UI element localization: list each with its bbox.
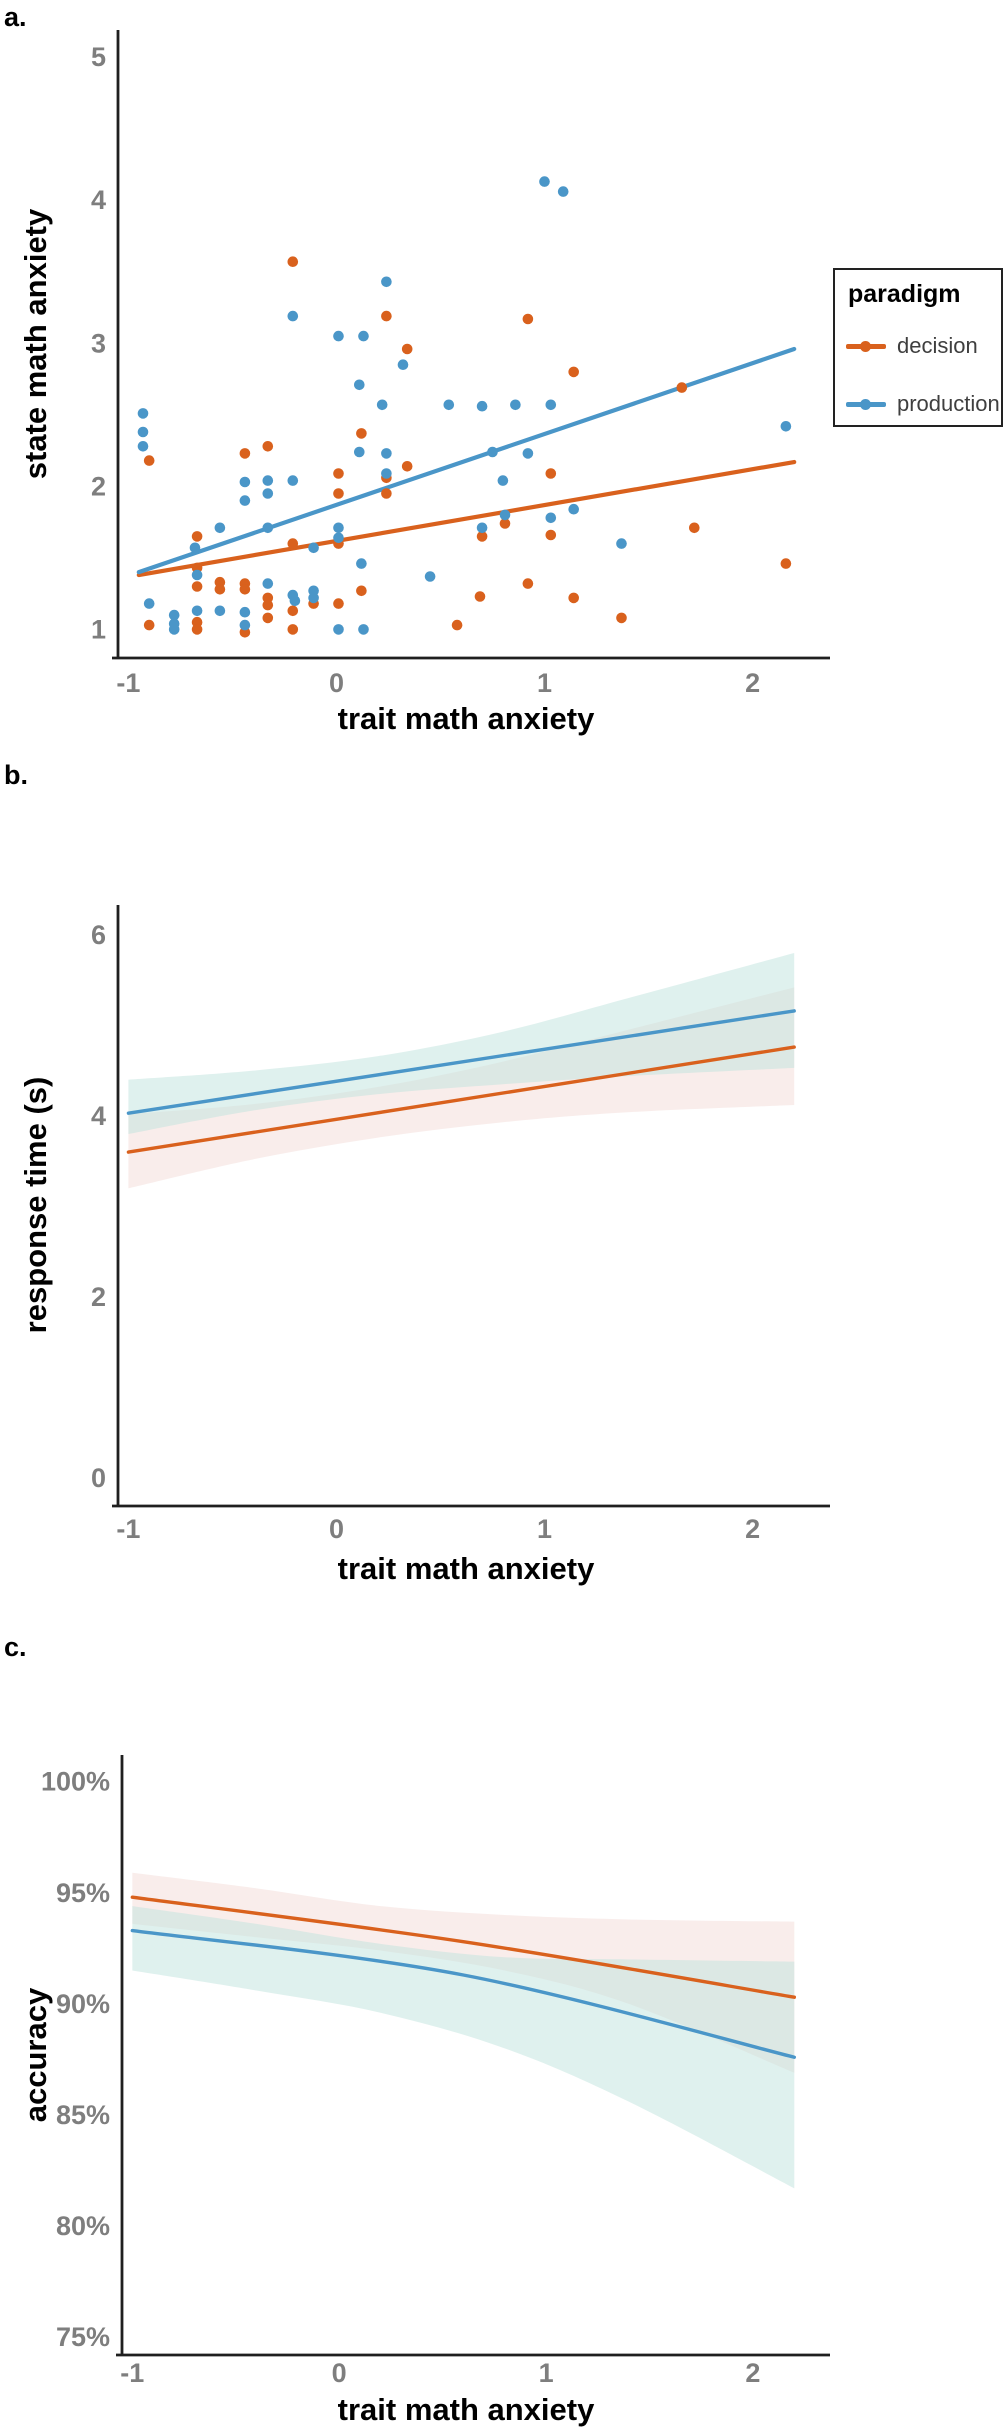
panel-c-x-tick: 0 (332, 2358, 347, 2388)
panel-a-x-tick: 2 (745, 668, 760, 698)
panel-b-y-tick: 2 (91, 1282, 106, 1312)
panel-c-x-axis-title: trait math anxiety (337, 2392, 595, 2427)
panel-c-y-tick: 85% (56, 2100, 110, 2130)
panel-a-y-tick: 3 (91, 328, 106, 358)
panel-b-line-decision (126, 1045, 796, 1154)
panel-b-x-tick: 2 (745, 1514, 760, 1544)
panel-b-line-production (126, 1009, 796, 1115)
panel-b-x-tick: 1 (537, 1514, 552, 1544)
panel-a-tick-labels: -1 0 1 2 1 2 3 4 5 (91, 42, 760, 698)
decision-line-dot-icon (846, 340, 886, 352)
panel-b-y-tick: 4 (91, 1101, 106, 1131)
panel-c-x-tick: 2 (745, 2358, 760, 2388)
panel-b-x-axis-title: trait math anxiety (337, 1551, 595, 1586)
panel-b-x-tick: 0 (329, 1514, 344, 1544)
panel-a-x-tick: -1 (116, 668, 140, 698)
panel-a: -1 0 1 2 1 2 3 4 5 (91, 30, 830, 698)
panel-c-y-axis-title: accuracy (18, 1987, 53, 2123)
panel-c-y-tick: 100% (41, 1767, 110, 1797)
panel-a-x-axis-title: trait math anxiety (337, 701, 595, 736)
panel-c-x-tick: -1 (120, 2358, 144, 2388)
panel-c-y-tick: 75% (56, 2322, 110, 2352)
panel-b-y-axis-title: response time (s) (18, 1076, 53, 1334)
panel-c-line-production (130, 1928, 797, 2059)
panel-a-y-tick: 5 (91, 42, 106, 72)
legend-box: paradigm decision production (833, 268, 1003, 427)
panel-a-y-tick: 1 (91, 614, 106, 644)
legend-entry-production: production (846, 391, 1001, 417)
panel-a-points-decision (143, 256, 792, 638)
panel-c-x-tick: 1 (539, 2358, 554, 2388)
production-line-dot-icon (846, 398, 886, 410)
panel-a-points-production (137, 176, 792, 635)
panel-b-letter: b. (4, 760, 28, 790)
legend-label-decision: decision (897, 333, 978, 358)
panel-a-y-axis-title: state math anxiety (18, 208, 53, 480)
panel-c-y-tick: 90% (56, 1989, 110, 2019)
panel-c-ci-band-production (132, 1906, 795, 2189)
panel-b-y-tick: 0 (91, 1463, 106, 1493)
panel-a-y-tick: 4 (91, 185, 106, 215)
panel-a-x-tick: 1 (537, 668, 552, 698)
panel-b: -1 0 1 2 0 2 4 6 (91, 905, 830, 1544)
panel-c-ci-band-decision (132, 1872, 795, 2073)
panel-c-y-tick: 95% (56, 1878, 110, 1908)
legend-entry-decision: decision (846, 333, 1001, 359)
panel-a-x-tick: 0 (329, 668, 344, 698)
panel-a-letter: a. (4, 2, 27, 32)
panel-c-letter: c. (4, 1632, 27, 1662)
panel-c-tick-labels: -1 0 1 2 75% 80% 85% 90% 95% 100% (41, 1767, 760, 2388)
panel-b-x-tick: -1 (116, 1514, 140, 1544)
panel-c-line-decision (130, 1895, 797, 1999)
panel-b-tick-labels: -1 0 1 2 0 2 4 6 (91, 920, 760, 1544)
panel-a-line-production (136, 346, 797, 575)
panel-b-y-tick: 6 (91, 920, 106, 950)
legend-label-production: production (897, 391, 1000, 416)
panel-c-y-tick: 80% (56, 2211, 110, 2241)
legend-title: paradigm (848, 280, 961, 308)
panel-a-line-decision (136, 459, 797, 578)
panel-a-y-tick: 2 (91, 471, 106, 501)
panel-c: -1 0 1 2 75% 80% 85% 90% 95% 100% (41, 1755, 830, 2388)
